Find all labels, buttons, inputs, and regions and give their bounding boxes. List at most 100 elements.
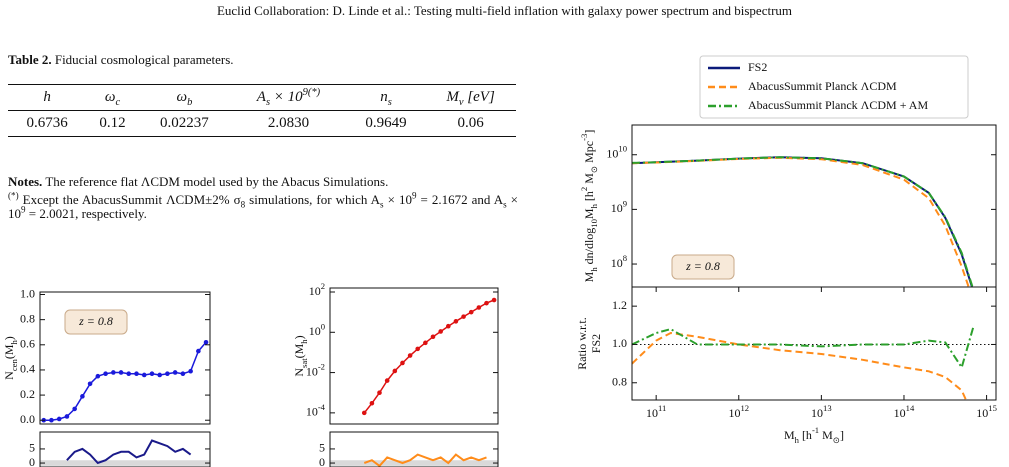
data-point [468,309,474,315]
panel: 0.8 1.0 1.2 1011 1012 1013 1014 1015 Mh [h-1 M⊙]… [575,286,997,445]
table-row: 0.6736 0.12 0.02237 2.0830 0.9649 0.06 [8,111,516,137]
sigma-band [40,460,210,466]
sigma-band [330,460,498,466]
notes-label: Notes. [8,174,43,189]
axes-frame [39,431,211,467]
table-cell: 0.6736 [26,115,68,131]
table-label: Table 2. [8,52,52,67]
y-tick-label: 100 [309,321,325,338]
x-tick-label: 1012 [728,403,749,420]
series-line [363,299,495,414]
data-point [430,334,436,340]
table-cell: 0.06 [457,115,484,131]
y-axis-label: Mh dn/dlog10Mh [h2 M⊙ Mpc-3] [579,130,599,283]
data-point [141,372,147,378]
data-point [423,340,428,346]
y-tick-label: 109 [611,198,627,215]
plot-area [41,339,209,423]
y-tick-label: 102 [309,281,325,298]
data-point [384,378,390,383]
column-header: ωc [104,89,121,108]
column-header: ns [380,89,392,108]
panel: 108 109 1010 Mh dn/dlog10Mh [h2 M⊙ Mpc-3] z … [579,55,997,288]
footnote: (*) Except the AbacusSummit ΛCDM±2% σ8 s… [8,190,518,221]
x-tick-label: 1015 [976,403,997,420]
legend-label: FS2 [748,60,767,74]
y-axis-label: Ratio w.r.t. [575,317,589,370]
data-point [149,371,155,377]
table-cell: 0.12 [99,115,126,131]
running-header: Euclid Collaboration: D. Linde et al.: T… [216,3,793,18]
plot-area [330,453,498,467]
data-point [491,297,497,303]
axes-frame [329,431,499,467]
data-point [453,319,459,324]
legend-label: AbacusSummit Planck ΛCDM + AM [748,98,928,112]
notes-text: The reference flat ΛCDM model used by th… [45,174,389,189]
column-header: Mν [eV] [446,89,495,108]
series-line [632,156,970,287]
data-point [392,368,398,374]
axes-frame [631,286,997,401]
panel: 05 [319,431,499,467]
data-point [80,394,85,399]
y-axis-label: FS2 [589,334,603,353]
plot-area [632,156,974,287]
y-tick-label: 0.6 [20,337,35,351]
data-point [369,400,375,406]
series-line [43,341,207,421]
series-line [66,439,192,465]
y-tick-label: 1.0 [612,336,627,350]
x-tick-label: 1014 [894,403,915,420]
y-axis-label: Ncen(Mh) [2,336,19,380]
column-header: ωb [176,89,193,108]
y-tick-label: 10-4 [306,402,326,419]
plot-area [632,325,996,400]
plot-area [361,297,497,416]
column-header: As × 109(*) [256,87,321,108]
data-point [438,329,443,334]
data-point [415,346,420,352]
y-tick-label: 0 [29,455,35,467]
axes-frame [329,287,499,425]
x-axis-label: Mh [h-1 M⊙] [784,425,844,445]
y-tick-label: 0.0 [20,412,35,426]
data-point [126,371,132,377]
data-point [203,339,209,345]
data-point [484,300,489,306]
table-caption: Table 2. Fiducial cosmological parameter… [8,52,234,68]
table-notes: Notes. The reference flat ΛCDM model use… [8,175,518,225]
y-tick-label: 0.8 [612,375,627,389]
data-point [188,368,193,374]
y-tick-label: 0.4 [20,362,35,376]
annotation: z = 0.8 [78,314,113,328]
legend-box [699,55,969,119]
table-cell: 2.0830 [267,115,310,131]
data-point [72,406,77,412]
series-line [632,156,974,287]
series-line [363,453,487,467]
data-point [49,417,54,423]
y-tick-label: 5 [319,441,325,455]
y-tick-label: 1010 [606,144,627,161]
data-point [446,323,451,329]
data-point [165,371,170,377]
table-cell: 0.9649 [365,115,407,131]
y-tick-label: 1.0 [20,286,35,300]
table-cell: 0.02237 [160,115,209,131]
data-point [157,372,163,378]
panel: 0.0 0.2 0.4 0.6 0.8 1.0 Ncen(Mh) z = 0.8 [2,286,211,426]
table-body: 0.6736 0.12 0.02237 2.0830 0.9649 0.06 [8,111,516,137]
axes-frame [39,291,211,425]
data-point [64,414,70,419]
data-point [407,353,413,358]
annotation: z = 0.8 [685,259,720,273]
column-header: h [43,89,51,105]
data-point [134,371,139,377]
parameter-table: h ωc ωb As × 109(*) ns Mν [eV] 0.6736 0.12 0.02… [8,84,516,137]
data-point [196,348,201,354]
data-point [103,371,108,377]
data-point [87,381,93,387]
